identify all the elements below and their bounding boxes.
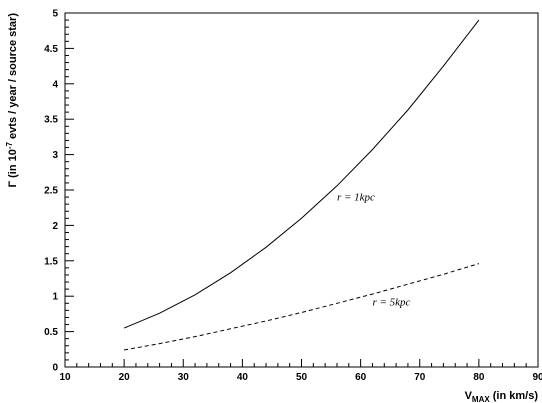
y-tick-label: 4.5 <box>44 44 58 55</box>
x-tick-label: 40 <box>237 372 249 383</box>
x-tick-label: 20 <box>119 372 131 383</box>
curve-annotation-2: r = 5kpc <box>372 296 410 308</box>
x-tick-label: 90 <box>532 372 542 383</box>
y-tick-label: 2 <box>52 221 58 232</box>
x-tick-label: 10 <box>59 372 71 383</box>
label-layer: 10 20 30 40 50 60 70 80 90 0 0.5 1 1.5 2 2.5 3 3.5 4 4.5 5 r… <box>44 9 542 384</box>
y-tick-label: 5 <box>52 9 58 20</box>
series-line-1 <box>123 19 480 329</box>
x-tick-label: 30 <box>178 372 190 383</box>
plot-frame <box>64 12 539 368</box>
axes <box>64 12 539 368</box>
x-tick-label: 50 <box>296 372 308 383</box>
curve-annotation-1: r = 1kpc <box>337 192 375 204</box>
y-axis-title-pre: Γ (in 10 <box>7 149 19 187</box>
x-tick-label: 80 <box>473 372 485 383</box>
x-axis-title-main: V <box>465 390 473 402</box>
y-tick-label: 3 <box>52 150 58 161</box>
y-axis-title-sup: -7 <box>5 141 14 149</box>
y-tick-label: 1 <box>52 292 58 303</box>
series-layer <box>123 19 480 351</box>
x-axis-title: VMAX (in km/s) <box>465 390 539 403</box>
x-tick-label: 70 <box>414 372 426 383</box>
x-tick-label: 60 <box>355 372 367 383</box>
y-tick-label: 3.5 <box>44 115 58 126</box>
x-axis-title-sub: MAX <box>472 395 490 403</box>
y-tick-label: 1.5 <box>44 256 58 267</box>
y-tick-label: 2.5 <box>44 186 58 197</box>
y-axis-title: Γ (in 10-7 evts / year / source star) <box>5 13 19 188</box>
y-tick-label: 0 <box>52 363 58 374</box>
series-line-2 <box>124 263 480 351</box>
y-axis-title-post: evts / year / source star) <box>7 13 19 142</box>
y-tick-label: 0.5 <box>44 327 58 338</box>
y-tick-label: 4 <box>52 79 58 90</box>
x-axis-title-rest: (in km/s) <box>490 390 539 402</box>
